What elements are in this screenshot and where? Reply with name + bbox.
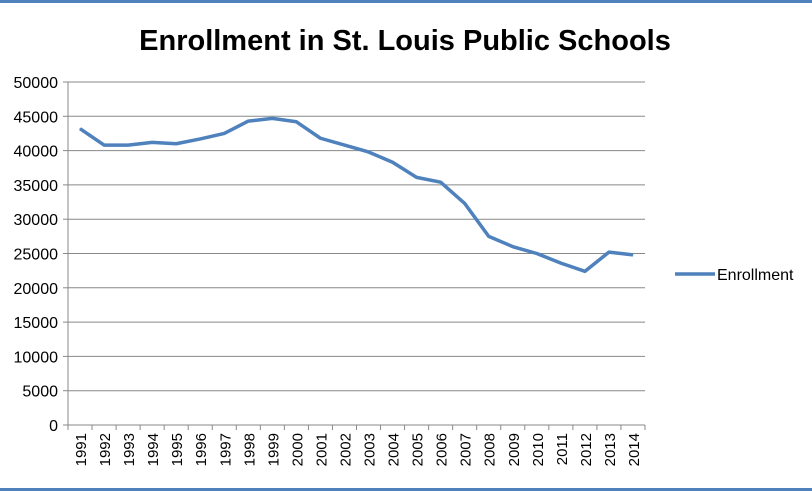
y-tick-label: 50000 (14, 75, 59, 92)
x-tick-label: 1998 (241, 433, 258, 466)
top-border (0, 0, 812, 3)
data-point (223, 132, 225, 134)
y-tick-label: 25000 (14, 247, 59, 264)
x-tick-label: 2002 (337, 433, 354, 466)
bottom-border (0, 488, 812, 491)
x-tick-label: 1991 (73, 433, 90, 466)
x-tick-label: 2004 (386, 433, 403, 466)
data-point (343, 144, 345, 146)
x-tick-label: 1995 (169, 433, 186, 466)
data-point (584, 270, 586, 272)
x-tick-label: 2011 (554, 433, 571, 465)
data-point (295, 121, 297, 123)
y-tick-label: 30000 (14, 212, 59, 229)
data-point (632, 254, 634, 256)
x-tick-label: 2010 (530, 433, 547, 466)
data-point (392, 161, 394, 163)
data-point (271, 117, 273, 119)
x-tick-label: 1996 (193, 433, 210, 466)
x-tick-label: 2001 (313, 433, 330, 466)
y-tick-label: 10000 (14, 349, 59, 366)
y-tick-label: 40000 (14, 144, 59, 161)
data-point (608, 251, 610, 253)
x-tick-label: 2008 (482, 433, 499, 466)
data-point (247, 120, 249, 122)
x-tick-label: 2014 (626, 433, 643, 466)
x-tick-label: 2009 (506, 433, 523, 466)
x-tick-label: 1993 (121, 433, 138, 466)
x-tick-label: 2012 (578, 433, 595, 466)
data-point (127, 144, 129, 146)
y-tick-label: 15000 (14, 315, 59, 332)
data-point (560, 262, 562, 264)
data-point (416, 176, 418, 178)
y-tick-label: 0 (49, 418, 58, 435)
data-point (512, 246, 514, 248)
data-point (175, 143, 177, 145)
data-point (536, 253, 538, 254)
y-tick-label: 45000 (14, 109, 59, 126)
data-point (199, 138, 201, 140)
data-point (103, 144, 105, 146)
x-tick-label: 2000 (289, 433, 306, 466)
series-line-enrollment (79, 116, 634, 274)
x-tick-label: 1994 (145, 433, 162, 466)
y-tick-label: 20000 (14, 281, 59, 298)
x-tick-label: 2013 (602, 433, 619, 466)
data-point (368, 151, 370, 153)
legend-label: Enrollment (717, 267, 794, 284)
y-tick-label: 5000 (22, 384, 58, 401)
x-tick-label: 2003 (362, 433, 379, 466)
chart-title: Enrollment in St. Louis Public Schools (139, 25, 671, 57)
data-point (319, 137, 321, 139)
x-tick-label: 2005 (410, 433, 427, 466)
data-point (464, 202, 466, 204)
data-point (79, 128, 81, 130)
x-tick-label: 1992 (97, 433, 114, 466)
data-point (488, 235, 490, 237)
data-point (440, 181, 442, 183)
data-point (151, 141, 153, 143)
x-tick-label: 2006 (434, 433, 451, 466)
x-tick-label: 1997 (217, 433, 234, 466)
y-tick-label: 35000 (14, 178, 59, 195)
x-tick-label: 1999 (265, 433, 282, 466)
x-tick-label: 2007 (458, 433, 475, 466)
